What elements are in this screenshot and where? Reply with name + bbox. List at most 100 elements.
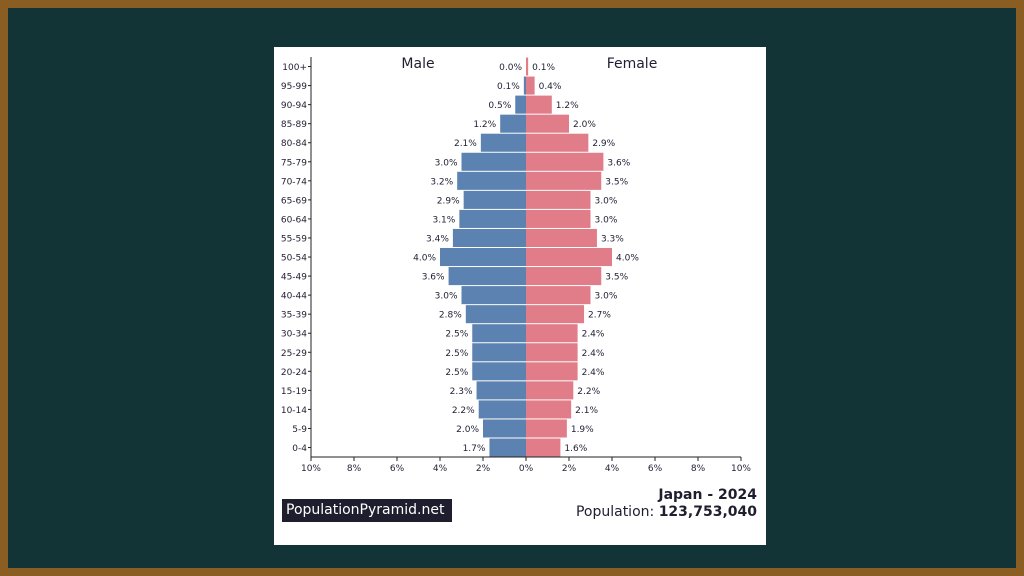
x-tick-label: 2% [476,464,491,474]
country-year-title: Japan - 2024 [658,487,757,503]
data-label-female: 2.7% [588,311,611,321]
bar-male [523,76,526,95]
age-tick-label: 85-89 [281,120,307,130]
bar-male [459,209,526,228]
data-label-male: 0.1% [497,82,520,92]
bar-female [526,419,567,438]
bar-male [489,438,526,457]
series-label-male: Male [401,56,434,72]
age-tick-label: 75-79 [281,158,307,168]
bar-male [440,248,526,267]
data-label-male: 3.2% [430,177,453,187]
data-label-male: 3.0% [435,158,458,168]
age-tick-label: 15-19 [281,387,307,397]
brand-label[interactable]: PopulationPyramid.net [282,499,453,522]
bar-male [472,324,526,343]
bar-female [526,267,602,286]
bar-female [526,286,591,305]
x-tick-label: 10% [731,464,751,474]
bar-male [480,133,526,152]
bar-female [526,171,602,190]
data-label-female: 2.4% [582,368,605,378]
age-tick-label: 95-99 [281,82,307,92]
data-label-male: 2.1% [454,139,477,149]
bar-male [515,95,526,114]
x-tick-label: 8% [691,464,706,474]
data-label-male: 2.5% [445,349,468,359]
data-label-male: 1.2% [473,120,496,130]
data-label-female: 2.4% [582,330,605,340]
data-label-male: 2.2% [452,406,475,416]
data-label-male: 0.0% [499,63,522,73]
x-tick-label: 2% [562,464,577,474]
chart-card: Male Female 1.7% 1.6% 0-4 2.0% 1.9% 5-9 2.2% 2.1%… [274,47,766,545]
data-label-female: 3.0% [595,215,618,225]
data-label-female: 2.4% [582,349,605,359]
bar-male [500,114,526,133]
age-tick-label: 10-14 [281,406,307,416]
age-tick-label: 65-69 [281,196,307,206]
series-label-female: Female [607,56,658,72]
age-tick-label: 80-84 [281,139,307,149]
data-label-male: 2.5% [445,330,468,340]
age-tick-label: 100+ [282,63,307,73]
bar-male [472,343,526,362]
data-label-female: 4.0% [616,254,639,264]
data-label-female: 3.0% [595,292,618,302]
data-label-female: 1.9% [571,425,594,435]
age-tick-label: 90-94 [281,101,307,111]
data-label-male: 4.0% [413,254,436,264]
data-label-male: 2.9% [437,196,460,206]
bar-male [461,152,526,171]
data-label-male: 3.0% [435,292,458,302]
age-tick-label: 0-4 [292,444,307,454]
bar-female [526,76,535,95]
bar-male [448,267,526,286]
bar-male [465,305,526,324]
population-value: 123,753,040 [658,504,757,520]
x-tick-label: 0% [519,464,534,474]
data-label-female: 3.0% [595,196,618,206]
x-tick-label: 6% [648,464,663,474]
age-tick-label: 50-54 [281,254,307,264]
bar-female [526,190,591,209]
data-label-female: 2.0% [573,120,596,130]
bar-male [452,228,526,247]
data-label-male: 2.8% [439,311,462,321]
x-tick-label: 8% [347,464,362,474]
age-tick-label: 30-34 [281,330,307,340]
data-label-male: 2.0% [456,425,479,435]
bar-male [483,419,526,438]
age-tick-label: 60-64 [281,215,307,225]
age-tick-label: 5-9 [292,425,307,435]
population-line: Population: 123,753,040 [576,504,757,520]
bar-female [526,324,578,343]
background-frame: Male Female 1.7% 1.6% 0-4 2.0% 1.9% 5-9 2.2% 2.1%… [8,8,1016,568]
data-label-male: 0.5% [488,101,511,111]
data-label-female: 3.5% [605,273,628,283]
bar-female [526,305,585,324]
bar-male [478,400,526,419]
bar-male [463,190,526,209]
data-label-female: 3.5% [605,177,628,187]
age-tick-label: 25-29 [281,349,307,359]
bar-female [526,95,552,114]
data-label-male: 1.7% [463,444,486,454]
x-tick-label: 4% [433,464,448,474]
data-label-female: 3.3% [601,234,624,244]
age-tick-label: 40-44 [281,292,307,302]
x-tick-label: 10% [301,464,321,474]
bar-male [472,362,526,381]
bar-male [476,381,526,400]
age-tick-label: 70-74 [281,177,307,187]
data-label-female: 3.6% [607,158,630,168]
population-label: Population: [575,504,655,520]
data-label-female: 0.4% [539,82,562,92]
bar-female [526,438,561,457]
data-label-female: 1.6% [564,444,587,454]
bar-female [526,362,578,381]
bar-female [526,152,604,171]
bar-female [526,343,578,362]
population-pyramid-chart: Male Female 1.7% 1.6% 0-4 2.0% 1.9% 5-9 2.2% 2.1%… [281,56,752,474]
bar-female [526,133,589,152]
